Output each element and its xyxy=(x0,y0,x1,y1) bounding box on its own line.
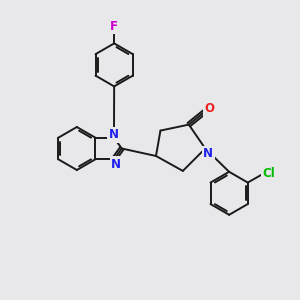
Text: Cl: Cl xyxy=(262,167,275,180)
Text: N: N xyxy=(109,128,119,141)
Text: F: F xyxy=(110,20,118,33)
Text: N: N xyxy=(203,147,213,161)
Text: N: N xyxy=(111,158,122,171)
Text: O: O xyxy=(205,102,215,115)
